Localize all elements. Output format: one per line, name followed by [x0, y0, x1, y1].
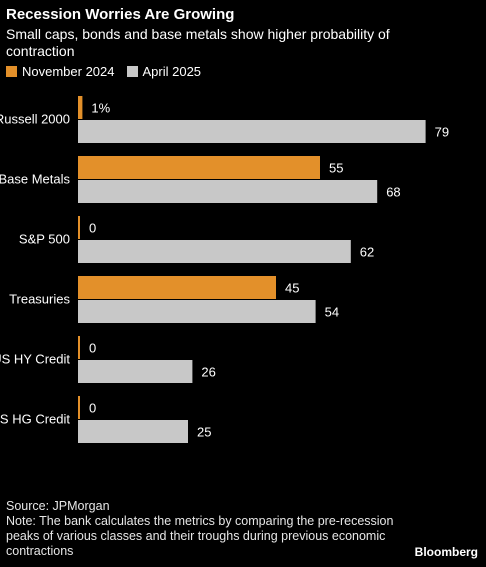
- bar-april-2025-s-p-500: [78, 240, 351, 263]
- data-label-april-2025-russell-2000: 79: [435, 125, 449, 140]
- bloomberg-logo: Bloomberg: [414, 545, 478, 559]
- data-label-november-2024-treasuries: 45: [285, 281, 299, 296]
- bar-november-2024-base-metals: [78, 156, 320, 179]
- chart-footer: Source: JPMorgan Note: The bank calculat…: [6, 499, 406, 559]
- category-label-russell-2000: Russell 2000: [0, 112, 70, 127]
- legend-item-november-2024: November 2024: [6, 64, 115, 79]
- methodology-note: Note: The bank calculates the metrics by…: [6, 514, 394, 558]
- data-label-april-2025-base-metals: 68: [386, 185, 400, 200]
- category-label-us-hy-credit: US HY Credit: [0, 352, 70, 367]
- bar-november-2024-s-p-500: [78, 216, 80, 239]
- bar-april-2025-us-hg-credit: [78, 420, 188, 443]
- data-label-april-2025-treasuries: 54: [325, 305, 339, 320]
- bar-chart: Russell 2000 1% 79 Base Metals 55 68 S&P 500 0 6…: [0, 96, 449, 443]
- legend: November 2024 April 2025: [6, 64, 213, 79]
- category-label-us-hg-credit: US HG Credit: [0, 412, 70, 427]
- category-label-s-p-500: S&P 500: [19, 232, 70, 247]
- data-label-november-2024-us-hy-credit: 0: [89, 341, 96, 356]
- data-label-november-2024-us-hg-credit: 0: [89, 401, 96, 416]
- category-label-treasuries: Treasuries: [9, 292, 70, 307]
- chart-title: Recession Worries Are Growing: [6, 6, 235, 23]
- bar-november-2024-us-hg-credit: [78, 396, 80, 419]
- data-label-april-2025-s-p-500: 62: [360, 245, 374, 260]
- legend-swatch-november-2024: [6, 66, 17, 77]
- legend-item-april-2025: April 2025: [126, 64, 202, 79]
- data-label-april-2025-us-hg-credit: 25: [197, 425, 211, 440]
- chart-subtitle: Small caps, bonds and base metals show h…: [6, 26, 390, 59]
- data-label-november-2024-base-metals: 55: [329, 161, 343, 176]
- bar-april-2025-treasuries: [78, 300, 316, 323]
- legend-swatch-april-2025: [126, 66, 138, 77]
- bar-april-2025-base-metals: [78, 180, 378, 203]
- data-label-november-2024-russell-2000: 1%: [91, 101, 110, 116]
- legend-label-november-2024: November 2024: [22, 64, 115, 79]
- category-label-base-metals: Base Metals: [0, 172, 70, 187]
- bar-november-2024-us-hy-credit: [78, 336, 80, 359]
- bar-april-2025-us-hy-credit: [78, 360, 193, 383]
- bar-november-2024-russell-2000: [78, 96, 83, 119]
- data-label-november-2024-s-p-500: 0: [89, 221, 96, 236]
- data-label-april-2025-us-hy-credit: 26: [201, 365, 215, 380]
- bar-november-2024-treasuries: [78, 276, 276, 299]
- legend-label-april-2025: April 2025: [142, 64, 202, 79]
- source-note: Source: JPMorgan: [6, 499, 110, 513]
- bar-april-2025-russell-2000: [78, 120, 426, 143]
